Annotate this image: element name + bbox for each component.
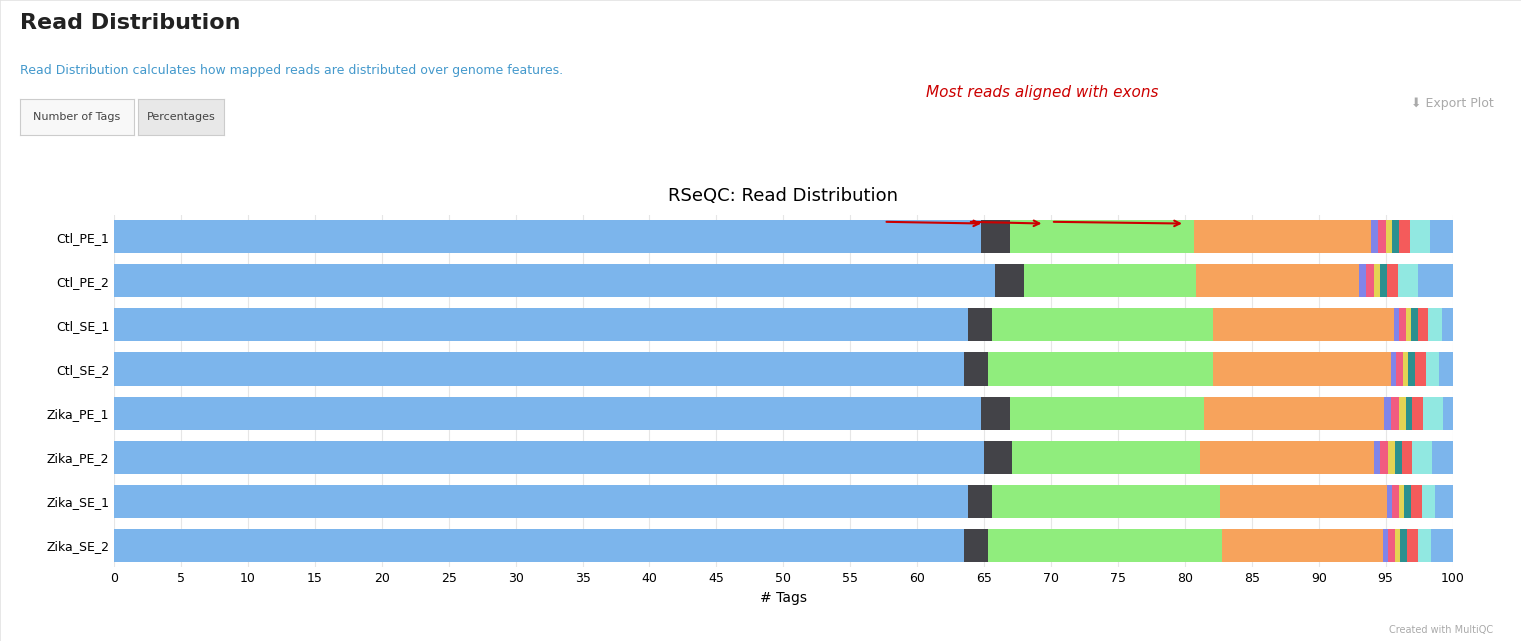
Bar — [1402, 440, 1413, 474]
Bar — [967, 485, 992, 518]
Bar — [114, 485, 967, 518]
Bar — [981, 397, 1010, 429]
Bar — [1200, 440, 1373, 474]
Bar — [1010, 221, 1194, 253]
Bar — [1395, 440, 1402, 474]
Text: Percentages: Percentages — [146, 112, 216, 122]
Bar — [114, 440, 984, 474]
Bar — [1384, 397, 1392, 429]
Bar — [1443, 397, 1453, 429]
Bar — [1428, 308, 1442, 342]
Bar — [989, 353, 1212, 385]
Bar — [1212, 353, 1392, 385]
Bar — [1393, 308, 1399, 342]
Title: RSeQC: Read Distribution: RSeQC: Read Distribution — [668, 187, 899, 205]
Bar — [1401, 529, 1407, 562]
Bar — [1395, 529, 1401, 562]
Bar — [1431, 529, 1453, 562]
Bar — [1383, 529, 1389, 562]
Bar — [989, 529, 1223, 562]
Text: Most reads aligned with exons: Most reads aligned with exons — [926, 85, 1157, 101]
Bar — [1402, 353, 1408, 385]
Bar — [1378, 221, 1386, 253]
Bar — [1392, 397, 1399, 429]
Text: Number of Tags: Number of Tags — [33, 112, 120, 122]
Bar — [114, 308, 967, 342]
Bar — [1392, 221, 1399, 253]
Bar — [1422, 485, 1436, 518]
Bar — [1442, 308, 1453, 342]
Text: Read Distribution: Read Distribution — [20, 13, 240, 33]
Bar — [114, 264, 995, 297]
Bar — [1358, 264, 1366, 297]
Bar — [1418, 529, 1431, 562]
Bar — [114, 353, 964, 385]
Bar — [992, 308, 1212, 342]
Bar — [1430, 221, 1453, 253]
Bar — [967, 308, 992, 342]
Bar — [1418, 308, 1428, 342]
Bar — [964, 529, 989, 562]
Bar — [984, 440, 1011, 474]
Bar — [1413, 440, 1433, 474]
Bar — [1386, 221, 1392, 253]
Text: ⬇ Export Plot: ⬇ Export Plot — [1411, 97, 1494, 110]
Bar — [1413, 397, 1424, 429]
Bar — [1436, 485, 1453, 518]
Bar — [1399, 308, 1405, 342]
Bar — [1223, 529, 1383, 562]
Bar — [1404, 485, 1411, 518]
Bar — [114, 397, 981, 429]
Bar — [1410, 221, 1430, 253]
Bar — [114, 529, 964, 562]
Bar — [1220, 485, 1387, 518]
Bar — [1389, 440, 1395, 474]
Text: Created with MultiQC: Created with MultiQC — [1390, 624, 1494, 635]
Bar — [1392, 353, 1396, 385]
Bar — [1380, 440, 1389, 474]
Bar — [1366, 264, 1373, 297]
Bar — [1194, 221, 1370, 253]
Bar — [1415, 353, 1425, 385]
Bar — [1212, 308, 1393, 342]
Bar — [1011, 440, 1200, 474]
Bar — [1439, 353, 1453, 385]
Bar — [1387, 485, 1392, 518]
Bar — [1411, 308, 1418, 342]
Bar — [1010, 397, 1203, 429]
Bar — [1424, 397, 1443, 429]
Bar — [981, 221, 1010, 253]
Bar — [1399, 221, 1410, 253]
Bar — [1411, 485, 1422, 518]
Text: Read Distribution calculates how mapped reads are distributed over genome featur: Read Distribution calculates how mapped … — [20, 64, 563, 77]
Bar — [1398, 264, 1418, 297]
Bar — [114, 221, 981, 253]
Bar — [1396, 353, 1402, 385]
Bar — [1024, 264, 1196, 297]
Bar — [1373, 264, 1380, 297]
Bar — [1399, 397, 1405, 429]
Bar — [1407, 529, 1418, 562]
X-axis label: # Tags: # Tags — [760, 591, 806, 604]
Bar — [1399, 485, 1404, 518]
Bar — [1389, 529, 1395, 562]
Bar — [1387, 264, 1398, 297]
Bar — [1196, 264, 1358, 297]
Bar — [995, 264, 1024, 297]
Bar — [1203, 397, 1384, 429]
Bar — [1370, 221, 1378, 253]
Bar — [1418, 264, 1453, 297]
Bar — [1405, 397, 1413, 429]
Bar — [1433, 440, 1453, 474]
Bar — [1408, 353, 1415, 385]
Bar — [992, 485, 1220, 518]
Bar — [1392, 485, 1399, 518]
Bar — [964, 353, 989, 385]
Bar — [1380, 264, 1387, 297]
Bar — [1425, 353, 1439, 385]
Bar — [1405, 308, 1411, 342]
Bar — [1373, 440, 1380, 474]
